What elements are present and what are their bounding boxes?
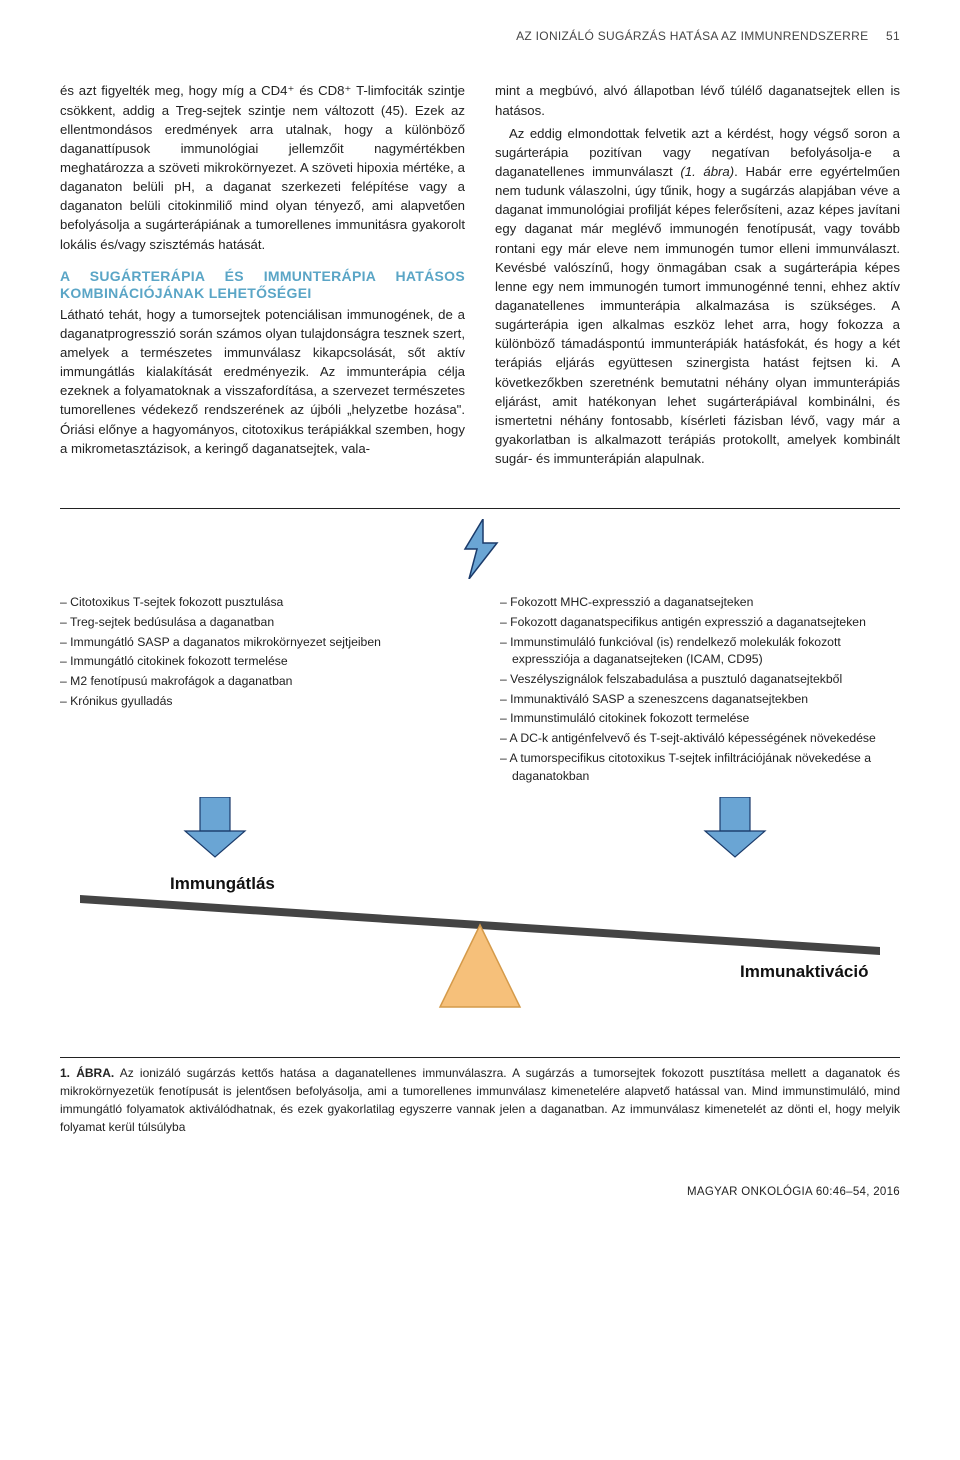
list-item: – Treg-sejtek bedúsulása a daganatban [60,614,460,632]
list-item: – Krónikus gyulladás [60,693,460,711]
list: – Citotoxikus T-sejtek fokozott pusztulá… [60,594,460,710]
balance-diagram: Immungátlás Immunaktiváció [60,797,900,1027]
balance-label-right: Immunaktiváció [740,962,869,981]
list-item: – A tumorspecifikus citotoxikus T-sejtek… [500,750,900,785]
arrow-down-right-icon [705,797,765,857]
journal-footer: MAGYAR ONKOLÓGIA 60:46–54, 2016 [60,1184,900,1201]
lightning-bolt-icon [60,519,900,584]
list-item: – Fokozott daganatspecifikus antigén exp… [500,614,900,632]
arrow-down-left-icon [185,797,245,857]
figure-left-list: – Citotoxikus T-sejtek fokozott pusztulá… [60,594,460,787]
caption-body: Az ionizáló sugárzás kettős hatása a dag… [60,1066,900,1134]
list-item: – Immungátló SASP a daganatos mikrokörny… [60,634,460,652]
list-item: – Veszélyszignálok felszabadulása a pusz… [500,671,900,689]
divider [60,508,900,509]
page-number: 51 [886,29,900,43]
list: – Fokozott MHC-expresszió a daganatsejte… [500,594,900,785]
figure-lists: – Citotoxikus T-sejtek fokozott pusztulá… [60,594,900,787]
running-title: AZ IONIZÁLÓ SUGÁRZÁS HATÁSA AZ IMMUNREND… [516,29,868,43]
paragraph: Látható tehát, hogy a tumorsejtek potenc… [60,305,465,458]
list-item: – Immunstimuláló citokinek fokozott term… [500,710,900,728]
text-columns: és azt figyelték meg, hogy míg a CD4⁺ és… [60,81,900,472]
section-heading: A SUGÁRTERÁPIA ÉS IMMUNTERÁPIA HATÁSOS K… [60,268,465,303]
figure-1: – Citotoxikus T-sejtek fokozott pusztulá… [60,519,900,1136]
list-item: – M2 fenotípusú makrofágok a daganatban [60,673,460,691]
caption-lead: 1. ÁBRA. [60,1066,114,1080]
running-header: AZ IONIZÁLÓ SUGÁRZÁS HATÁSA AZ IMMUNREND… [60,28,900,45]
list-item: – Immunstimuláló funkcióval (is) rendelk… [500,634,900,669]
paragraph: és azt figyelték meg, hogy míg a CD4⁺ és… [60,81,465,253]
list-item: – Immunaktiváló SASP a szeneszcens dagan… [500,691,900,709]
figure-caption: 1. ÁBRA. Az ionizáló sugárzás kettős hat… [60,1064,900,1136]
paragraph: mint a megbúvó, alvó állapotban lévő túl… [495,81,900,119]
divider [60,1057,900,1058]
paragraph: Az eddig elmondottak felvetik azt a kérd… [495,124,900,469]
balance-label-left: Immungátlás [170,874,275,893]
list-item: – A DC-k antigénfelvevő és T-sejt-aktivá… [500,730,900,748]
column-left: és azt figyelték meg, hogy míg a CD4⁺ és… [60,81,465,472]
list-item: – Fokozott MHC-expresszió a daganatsejte… [500,594,900,612]
para-text: . Habár erre egyértelműen nem tudunk vál… [495,164,900,466]
column-right: mint a megbúvó, alvó állapotban lévő túl… [495,81,900,472]
figure-ref: (1. ábra) [680,164,734,179]
list-item: – Immungátló citokinek fokozott termelés… [60,653,460,671]
figure-right-list: – Fokozott MHC-expresszió a daganatsejte… [500,594,900,787]
list-item: – Citotoxikus T-sejtek fokozott pusztulá… [60,594,460,612]
